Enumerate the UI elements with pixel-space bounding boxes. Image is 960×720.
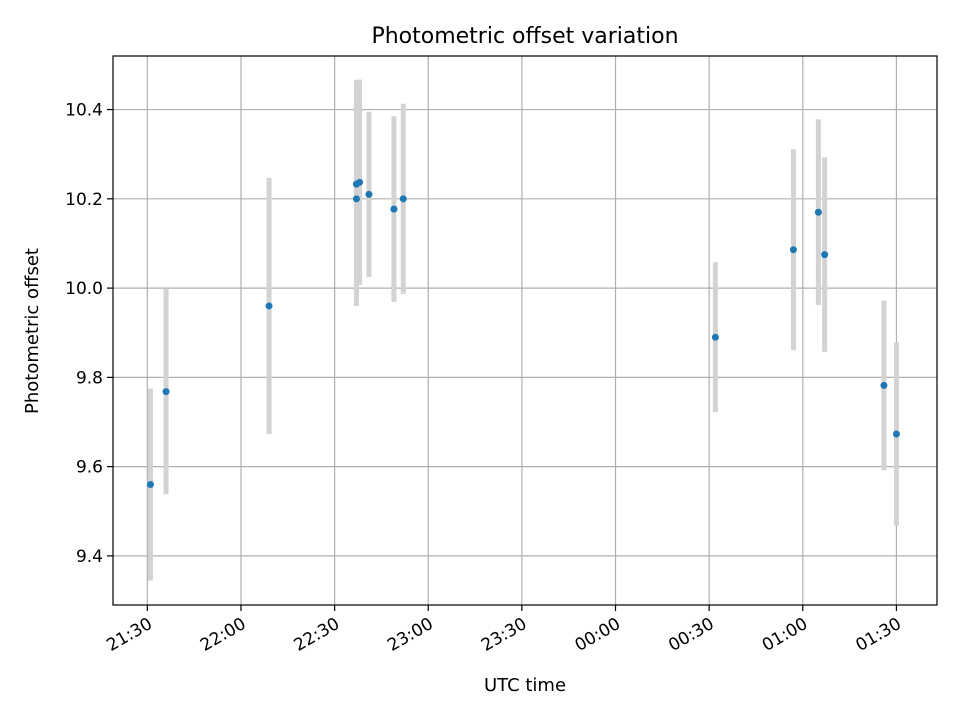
data-point [711,333,719,341]
x-tick-label: 01:00 [759,614,811,656]
x-tick-label: 23:00 [384,614,436,656]
x-tick-label: 01:30 [852,614,904,656]
y-axis-label: Photometric offset [22,248,43,414]
chart-title: Photometric offset variation [371,24,678,49]
y-tick-label: 10.0 [65,279,103,299]
plot-frame [112,55,938,606]
data-point [390,205,398,213]
y-axis-ticks: 9.4 9.6 9.8 10.0 10.2 10.4 [65,101,113,567]
x-tick-label: 21:30 [103,614,155,656]
data-point [821,251,829,259]
data-point [352,195,360,203]
y-tick-label: 9.8 [76,368,103,388]
x-tick-label: 22:30 [291,614,343,656]
data-point [365,190,373,198]
x-tick-label: 00:00 [572,614,624,656]
x-tick-label: 22:00 [197,614,249,656]
y-tick-label: 10.4 [65,101,103,121]
data-points [146,178,900,488]
x-tick-label: 23:30 [478,614,530,656]
y-tick-label: 10.2 [65,190,103,210]
data-point [814,208,822,216]
data-point [265,302,273,310]
data-point [399,195,407,203]
data-point [892,430,900,438]
x-axis-label: UTC time [484,675,566,696]
y-tick-label: 9.6 [76,458,103,478]
data-point [146,480,154,488]
x-tick-label: 00:30 [665,614,717,656]
data-point [880,381,888,389]
data-point [356,178,364,186]
error-bars [147,79,899,581]
data-point [162,388,170,396]
grid-lines [113,56,937,605]
data-point [789,246,797,254]
x-axis-ticks: 21:30 22:00 22:30 23:00 23:30 00:00 00:30 01:00… [103,605,905,656]
y-tick-label: 9.4 [76,547,103,567]
